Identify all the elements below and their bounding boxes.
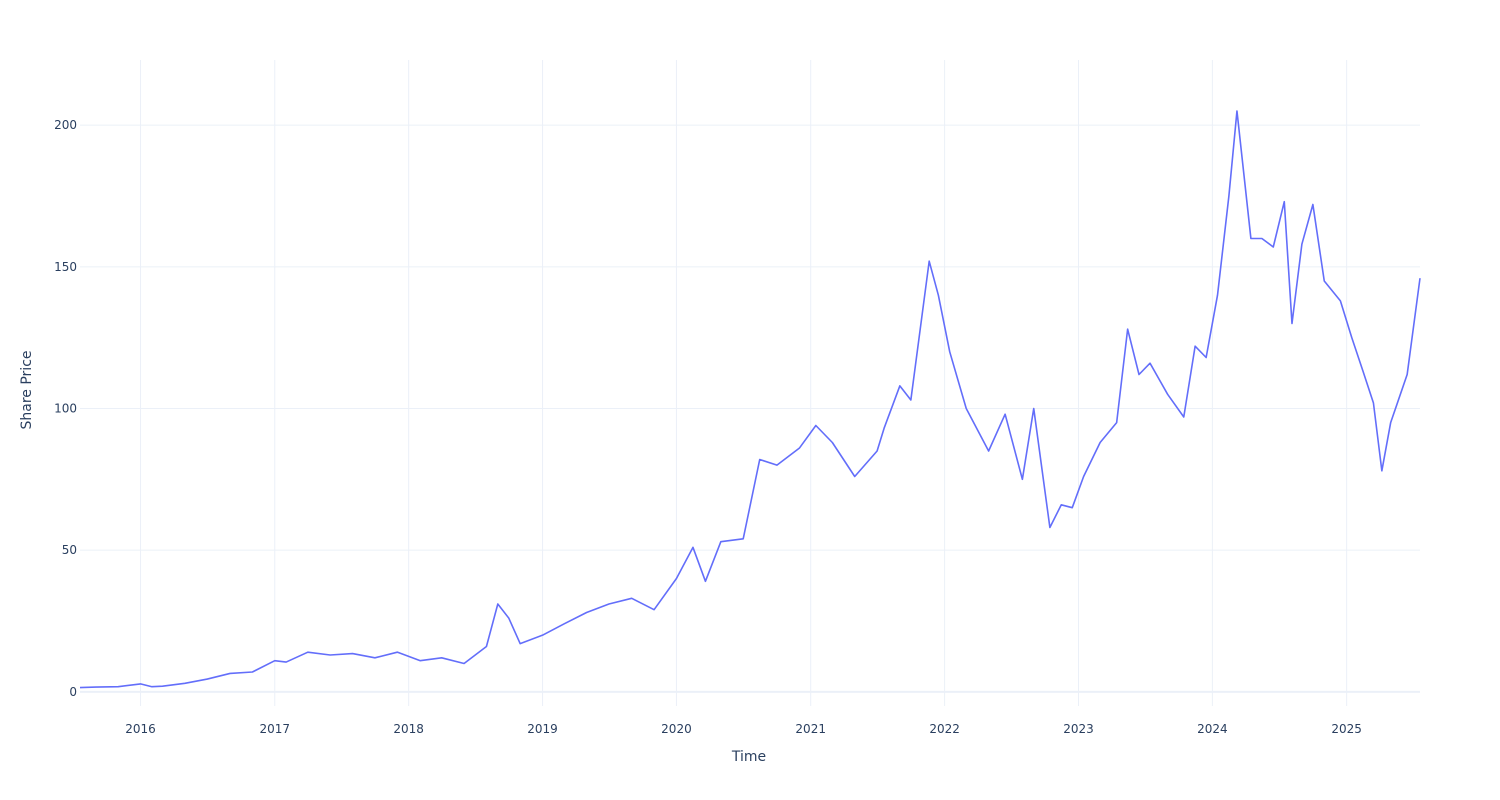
- y-tick-label-150: 150: [54, 260, 77, 274]
- x-tick-label-2018: 2018: [393, 722, 424, 736]
- y-axis-ticks: 0 50 100 150 200: [54, 118, 77, 699]
- x-tick-label-2025: 2025: [1331, 722, 1362, 736]
- y-tick-label-50: 50: [62, 543, 77, 557]
- x-tick-label-2016: 2016: [125, 722, 156, 736]
- x-tick-label-2020: 2020: [661, 722, 692, 736]
- x-axis-title: Time: [731, 749, 766, 765]
- x-tick-label-2021: 2021: [795, 722, 826, 736]
- y-tick-label-0: 0: [69, 685, 77, 699]
- x-axis-ticks: 2016 2017 2018 2019 2020 2021 2022 2023 2024 2025: [125, 722, 1362, 736]
- x-tick-label-2024: 2024: [1197, 722, 1228, 736]
- series-layer: [79, 110, 1421, 689]
- y-axis-title: Share Price: [19, 350, 35, 429]
- y-tick-label-100: 100: [54, 402, 77, 416]
- x-tick-label-2017: 2017: [260, 722, 291, 736]
- series-line-0: [79, 110, 1421, 689]
- grid-layer: [80, 60, 1420, 706]
- y-tick-label-200: 200: [54, 118, 77, 132]
- x-tick-label-2019: 2019: [527, 722, 558, 736]
- x-tick-label-2022: 2022: [929, 722, 960, 736]
- x-tick-label-2023: 2023: [1063, 722, 1094, 736]
